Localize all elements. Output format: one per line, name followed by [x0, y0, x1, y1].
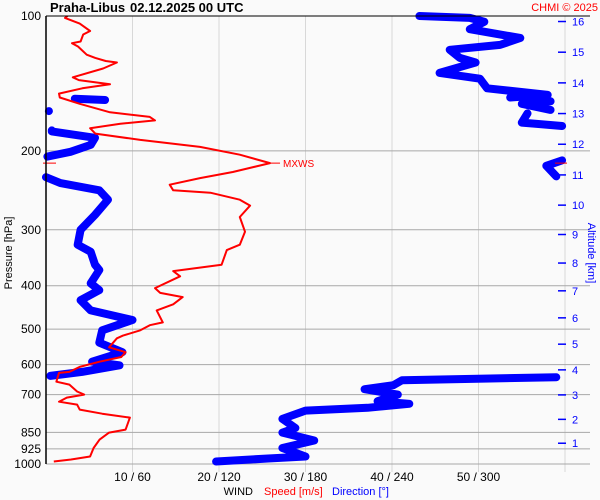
pressure-tick-label: 100: [21, 9, 41, 23]
x-tick-label: 30 / 180: [284, 470, 328, 484]
pressure-tick-label: 200: [21, 144, 41, 158]
direction-line-segment: [542, 156, 567, 181]
altitude-tick-label: 14: [572, 78, 584, 90]
y2-axis-label: Altitude [km]: [585, 223, 597, 284]
speed-line: [53, 15, 271, 463]
x-label-direction: Direction [°]: [332, 486, 389, 498]
altitude-tick-label: 5: [572, 339, 578, 351]
altitude-tick-label: 6: [572, 313, 578, 325]
x-tick-label: 50 / 300: [457, 470, 501, 484]
direction-line-segment: [517, 109, 567, 130]
altitude-tick-label: 8: [572, 258, 578, 270]
pressure-tick-label: 925: [21, 442, 41, 456]
altitude-tick-label: 4: [572, 365, 578, 377]
altitude-tick-label: 9: [572, 230, 578, 242]
mxws-label: MXWS: [283, 159, 314, 170]
pressure-tick-label: 300: [21, 223, 41, 237]
pressure-tick-label: 600: [21, 358, 41, 372]
x-tick-label: 40 / 240: [370, 470, 414, 484]
altitude-tick-label: 11: [572, 170, 583, 182]
series-layer: MXWS: [42, 12, 567, 466]
chart-title-datetime: 02.12.2025 00 UTC: [130, 0, 244, 15]
altitude-tick-label: 10: [572, 200, 584, 212]
pressure-tick-label: 1000: [14, 457, 41, 471]
pressure-tick-label: 400: [21, 279, 41, 293]
pressure-tick-label: 500: [21, 322, 41, 336]
chart-title-station: Praha-Libus: [50, 0, 125, 15]
direction-line-segment: [212, 373, 561, 466]
x-label-speed: Speed [m/s]: [264, 486, 323, 498]
direction-point: [44, 107, 53, 116]
direction-line-segment: [70, 94, 110, 104]
direction-line-segment: [43, 126, 99, 161]
direction-line-segment: [415, 12, 552, 102]
copyright: CHMI © 2025: [531, 2, 598, 14]
altitude-tick-label: 2: [572, 414, 578, 426]
altitude-tick-label: 3: [572, 390, 578, 402]
x-tick-label: 10 / 60: [114, 470, 151, 484]
altitude-tick-label: 1: [572, 438, 578, 450]
altitude-tick-label: 13: [572, 109, 584, 121]
altitude-tick-label: 15: [572, 47, 584, 59]
x-tick-label: 20 / 120: [197, 470, 241, 484]
pressure-tick-label: 700: [21, 388, 41, 402]
direction-line-segment: [517, 97, 555, 114]
direction-line-segment: [42, 173, 137, 380]
x-label-wind: WIND: [224, 486, 253, 498]
axis-ticks: 10 / 60 20 / 120 30 / 180 40 / 240 50 / 300 1…: [14, 9, 584, 484]
altitude-tick-label: 12: [572, 139, 584, 151]
altitude-tick-label: 7: [572, 286, 578, 298]
altitude-tick-label: 16: [572, 17, 584, 29]
grid: [46, 16, 590, 472]
pressure-tick-label: 850: [21, 425, 41, 439]
y-axis-label: Pressure [hPa]: [3, 217, 15, 290]
